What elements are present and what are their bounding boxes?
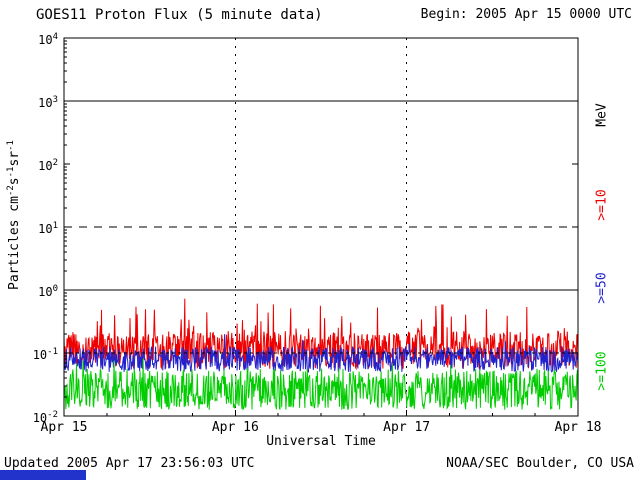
y-tick-label: 100 — [38, 284, 58, 299]
right-axis-label: >=10 — [594, 189, 610, 221]
x-axis-label: Universal Time — [266, 434, 376, 449]
y-axis-label: Particles cm-2s-1sr-1 — [5, 140, 23, 290]
right-axis-label: >=100 — [594, 351, 610, 391]
x-tick-label: Apr 18 — [554, 420, 602, 435]
right-axis-label: MeV — [594, 103, 610, 127]
begin-timestamp: Begin: 2005 Apr 15 0000 UTC — [420, 7, 632, 22]
credit-text: NOAA/SEC Boulder, CO USA — [446, 456, 634, 471]
y-tick-label: 103 — [38, 95, 58, 110]
y-tick-label: 101 — [38, 221, 58, 236]
x-tick-label: Apr 16 — [211, 420, 259, 435]
y-tick-label: 102 — [38, 158, 58, 173]
y-tick-label: 10-2 — [32, 410, 58, 425]
plot-frame — [63, 37, 579, 417]
bottom-blue-bar — [0, 470, 86, 480]
series-line--100-mev — [63, 358, 579, 411]
chart-title: GOES11 Proton Flux (5 minute data) — [36, 7, 323, 23]
y-tick-label: 104 — [38, 32, 58, 47]
right-axis-label: >=50 — [594, 272, 610, 304]
x-tick-label: Apr 17 — [383, 420, 431, 435]
updated-timestamp: Updated 2005 Apr 17 23:56:03 UTC — [4, 456, 255, 471]
y-tick-label: 10-1 — [32, 347, 58, 362]
series-line--10-mev — [63, 298, 579, 371]
x-tick-label: Apr 15 — [40, 420, 88, 435]
series-line--50-mev — [63, 334, 579, 374]
